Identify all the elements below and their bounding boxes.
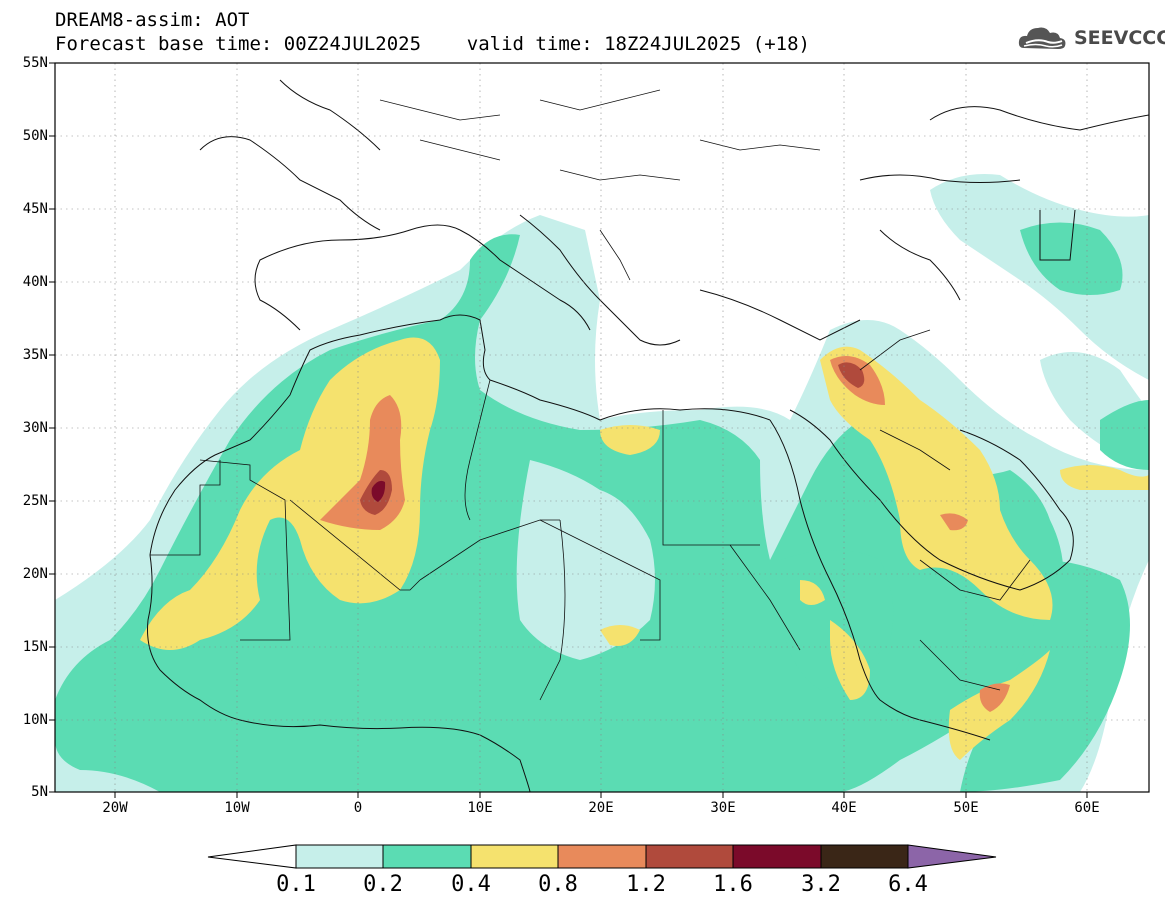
- colorbar-label: 3.2: [801, 872, 841, 897]
- aot-level-0.2: [55, 222, 1149, 792]
- map-title: DREAM8-assim: AOT: [55, 9, 250, 31]
- colorbar-bin-0.1: [295, 844, 384, 869]
- colorbar-label: 0.2: [363, 872, 403, 897]
- colorbar: [207, 844, 997, 869]
- aot-level-0.4: [140, 337, 1149, 760]
- lon-label: 0: [353, 800, 363, 816]
- lon-label: 10E: [467, 800, 493, 816]
- lon-label: 60E: [1074, 800, 1100, 816]
- lon-label: 40E: [831, 800, 857, 816]
- colorbar-over-arrow: [907, 844, 997, 869]
- lon-label: 50E: [953, 800, 979, 816]
- seevccc-logo: SEEVCCC: [1018, 22, 1165, 56]
- colorbar-label: 6.4: [888, 872, 928, 897]
- lat-label: 55N: [22, 55, 48, 71]
- colorbar-label: 0.4: [451, 872, 491, 897]
- lat-label: 40N: [22, 274, 48, 290]
- graticule: [55, 63, 1149, 792]
- borders: [150, 89, 1031, 701]
- lat-label: 30N: [22, 420, 48, 436]
- lat-label: 50N: [22, 128, 48, 144]
- lon-label: 30E: [710, 800, 736, 816]
- colorbar-label: 1.2: [626, 872, 666, 897]
- lon-label: 10W: [224, 800, 250, 816]
- axis-ticks: [49, 62, 1088, 798]
- colorbar-label: 0.8: [538, 872, 578, 897]
- colorbar-label: 1.6: [713, 872, 753, 897]
- lat-label: 5N: [31, 784, 48, 800]
- lat-label: 10N: [22, 712, 48, 728]
- colorbar-label: 0.1: [276, 872, 316, 897]
- colorbar-bin-1.6: [732, 844, 822, 869]
- lat-label: 15N: [22, 639, 48, 655]
- colorbar-bin-1.2: [645, 844, 734, 869]
- logo-text: SEEVCCC: [1074, 27, 1165, 49]
- lat-label: 25N: [22, 493, 48, 509]
- colorbar-bin-0.2: [382, 844, 472, 869]
- colorbar-bin-0.8: [557, 844, 647, 869]
- lat-label: 20N: [22, 566, 48, 582]
- lat-label: 45N: [22, 201, 48, 217]
- colorbar-under-arrow: [207, 844, 297, 869]
- colorbar-bin-3.2: [820, 844, 909, 869]
- lat-label: 35N: [22, 347, 48, 363]
- lon-label: 20E: [588, 800, 614, 816]
- cloud-logo-icon: [1018, 27, 1066, 49]
- aot-level-1.6: [371, 480, 386, 502]
- forecast-times: Forecast base time: 00Z24JUL2025 valid t…: [55, 33, 810, 55]
- colorbar-bin-0.4: [470, 844, 559, 869]
- lon-label: 20W: [102, 800, 128, 816]
- aot-field: [55, 63, 1149, 792]
